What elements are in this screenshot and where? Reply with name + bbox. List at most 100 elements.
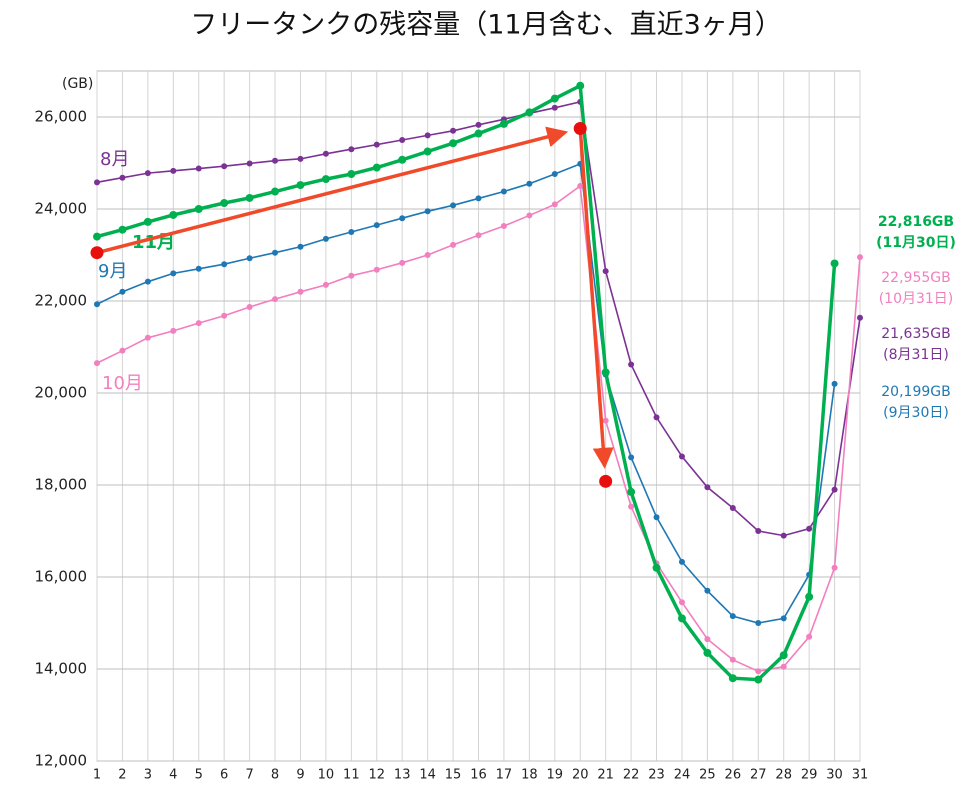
data-point [779,651,788,660]
data-point [551,104,558,111]
y-unit-label: (GB) [62,76,93,92]
data-point [755,528,762,534]
data-point [703,648,712,657]
data-point [399,259,406,266]
data-point [450,202,457,209]
data-point [857,314,863,321]
data-point [321,175,330,184]
data-point [119,288,126,295]
data-point [475,232,482,239]
arrow-point [573,122,587,135]
data-point [677,614,686,623]
data-point [474,129,483,138]
data-point [423,147,432,156]
series-label: 10月 [102,373,143,394]
x-tick-label: 28 [775,768,792,783]
end-label-sub: (8月31日) [883,347,949,363]
data-point [144,278,151,285]
data-point [653,414,660,421]
data-point [526,180,533,187]
data-point [577,183,584,189]
data-point [372,163,381,172]
x-tick-label: 5 [195,768,203,783]
data-point [653,514,660,521]
data-point [525,108,534,117]
data-point [220,199,229,208]
data-point [221,163,228,170]
y-tick-label: 18,000 [35,476,88,494]
y-tick-label: 12,000 [35,752,88,770]
data-point [728,674,737,683]
arrow-point [90,246,104,260]
data-point [550,94,559,103]
x-tick-label: 21 [597,768,614,783]
data-point [144,334,151,341]
y-tick-label: 22,000 [35,292,88,310]
data-point [601,368,610,377]
end-label-sub: (11月30日) [876,235,956,251]
data-point [271,187,280,196]
x-tick-label: 22 [623,768,640,783]
data-point [399,137,406,143]
data-point [475,121,482,128]
data-point [602,268,609,275]
data-point [119,174,126,181]
data-point [398,155,407,164]
data-point [831,486,838,493]
data-point [373,266,380,273]
data-point [347,170,356,179]
data-point [297,155,304,162]
data-point [780,532,787,539]
x-tick-label: 27 [750,768,767,783]
data-point [322,235,329,242]
series-line [96,82,837,682]
data-point [805,592,814,601]
data-point [195,320,202,327]
arrow [96,126,569,255]
x-tick-label: 8 [271,768,279,783]
data-point [780,615,787,622]
data-point [576,81,585,90]
data-point [780,663,787,670]
data-point [551,201,558,208]
data-point [729,613,736,620]
data-point [221,312,228,319]
x-tick-label: 14 [419,768,436,783]
x-tick-label: 19 [547,768,564,783]
x-tick-label: 18 [521,768,538,783]
data-point [704,636,711,643]
x-tick-label: 12 [368,768,385,783]
x-tick-label: 30 [826,768,843,783]
series-label: 9月 [98,261,127,282]
y-tick-label: 16,000 [35,568,88,586]
data-point [729,505,736,511]
x-tick-label: 25 [699,768,716,783]
data-point [195,165,202,172]
data-point [830,259,839,268]
data-point [399,215,406,222]
data-point [94,360,100,367]
data-point [831,564,838,571]
x-tick-label: 4 [169,768,177,783]
series-label: 8月 [100,149,129,170]
data-point [94,301,100,308]
y-tick-label: 26,000 [35,108,88,126]
data-point [373,141,380,148]
series-label: 11月 [132,232,175,253]
x-tick-label: 6 [220,768,228,783]
data-point [348,229,355,235]
arrow [578,128,614,469]
data-point [678,558,685,565]
data-point [272,296,279,303]
data-point [450,127,457,134]
x-tick-label: 24 [674,768,691,783]
data-point [526,212,533,219]
chart-title: フリータンクの残容量（11月含む、直近3ヶ月） [190,10,782,41]
data-point [221,261,228,268]
data-point [424,252,431,258]
data-point [704,484,711,491]
data-point [628,361,635,368]
x-tick-label: 10 [318,768,335,783]
data-point [246,160,253,167]
data-point [322,281,329,288]
